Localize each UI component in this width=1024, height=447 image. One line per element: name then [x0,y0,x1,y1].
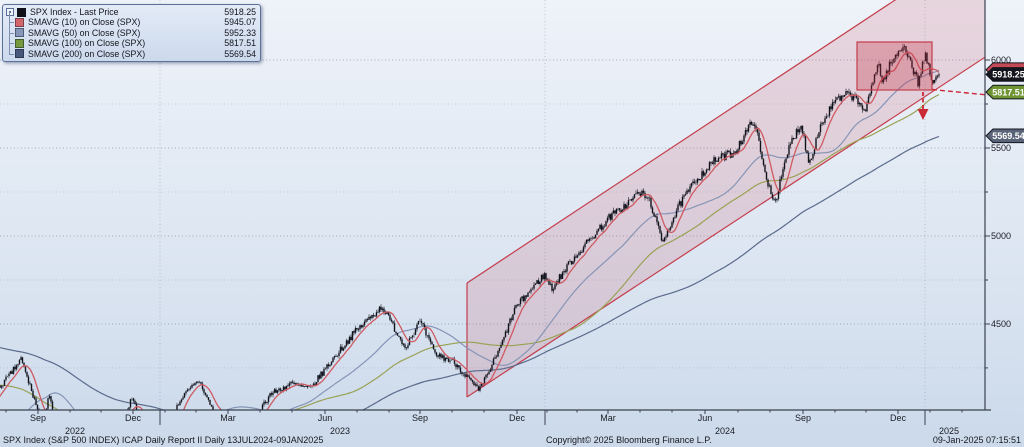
series-swatch-smavg50 [15,28,24,38]
x-axis-month-label: Jun [317,413,333,423]
smavg-100-line [0,94,940,411]
legend-item-spx-last-price[interactable]: SPX Index - Last Price 5918.25 [6,7,256,17]
consolidation-highlight-box [856,41,933,91]
x-axis-month-label: Sep [29,413,47,423]
legend-label: SMAVG (100) on Close (SPX) [28,38,146,49]
tree-collapse-icon[interactable] [6,8,14,17]
legend-item-smavg50[interactable]: SMAVG (50) on Close (SPX) 5952.33 [6,22,256,38]
legend-label: SMAVG (10) on Close (SPX) [28,17,141,28]
projection-dashed-line [931,88,989,96]
trend-channel [466,0,985,398]
legend-item-smavg100[interactable]: SMAVG (100) on Close (SPX) 5817.51 [6,32,256,49]
x-axis-month-label: Mar [600,413,616,423]
axis-badge-5817.51: 5817.51 [985,84,1024,100]
tree-branch-line [6,43,15,59]
svg-text:5817.51: 5817.51 [992,87,1024,97]
series-swatch-smavg100 [15,38,24,48]
y-axis-tick-label: 5500 [991,143,1012,153]
candlesticks [0,43,940,411]
chart-legend-panel: SPX Index - Last Price 5918.25 SMAVG (10… [2,4,261,62]
legend-value: 5945.07 [224,17,256,28]
legend-label: SPX Index - Last Price [30,7,119,17]
footer-report-title: SPX Index (S&P 500 INDEX) ICAP Daily Rep… [3,435,324,445]
tree-branch-line [6,22,15,38]
y-axis-tick-label: 4500 [991,319,1012,329]
x-axis-year-label: 2025 [938,426,960,436]
legend-label: SMAVG (50) on Close (SPX) [28,27,141,38]
svg-text:5569.54: 5569.54 [992,131,1024,141]
series-swatch-spx [17,7,26,17]
x-axis-month-label: Jun [697,413,713,423]
legend-item-smavg200[interactable]: SMAVG (200) on Close (SPX) 5569.54 [6,43,256,59]
tree-branch-line [6,32,15,48]
x-axis-month-label: Dec [124,413,142,423]
series-swatch-smavg200 [15,49,24,59]
legend-value: 5918.25 [224,7,256,17]
moving-average-lines [0,69,940,411]
footer-timestamp: 09-Jan-2025 07:15:51 [932,435,1021,445]
axis-badge-5569.54: 5569.54 [985,128,1024,144]
axis-price-badges: 5918.25 5817.51 5569.54 [985,62,1024,144]
y-axis-tick-label: 5000 [991,231,1012,241]
smavg-200-line [0,135,940,411]
x-axis-month-label: Sep [794,413,812,423]
legend-value: 5569.54 [224,48,256,59]
legend-item-smavg10[interactable]: SMAVG (10) on Close (SPX) 5945.07 [6,12,256,28]
axis-badge-5918.25: 5918.25 [985,67,1024,82]
x-axis-month-label: Sep [411,413,429,423]
legend-value: 5952.33 [224,27,256,38]
smavg-10-line [0,51,940,411]
axes [0,0,991,425]
legend-label: SMAVG (200) on Close (SPX) [28,48,146,59]
smavg-50-line [26,69,940,411]
tree-branch-line [6,12,15,27]
down-arrow [917,92,929,120]
x-axis-month-label: Mar [220,413,236,423]
legend-value: 5817.51 [224,38,256,49]
x-axis-year-label: 2024 [714,426,736,436]
svg-text:5918.25: 5918.25 [992,70,1024,80]
footer-copyright: Copyright© 2025 Bloomberg Finance L.P. [546,435,712,445]
x-axis-month-label: Dec [889,413,907,423]
x-axis-year-label: 2022 [64,426,86,436]
x-axis-year-label: 2023 [329,426,351,436]
series-swatch-smavg10 [15,18,24,28]
x-axis-month-label: Dec [508,413,526,423]
y-axis-tick-label: 6000 [991,55,1012,65]
